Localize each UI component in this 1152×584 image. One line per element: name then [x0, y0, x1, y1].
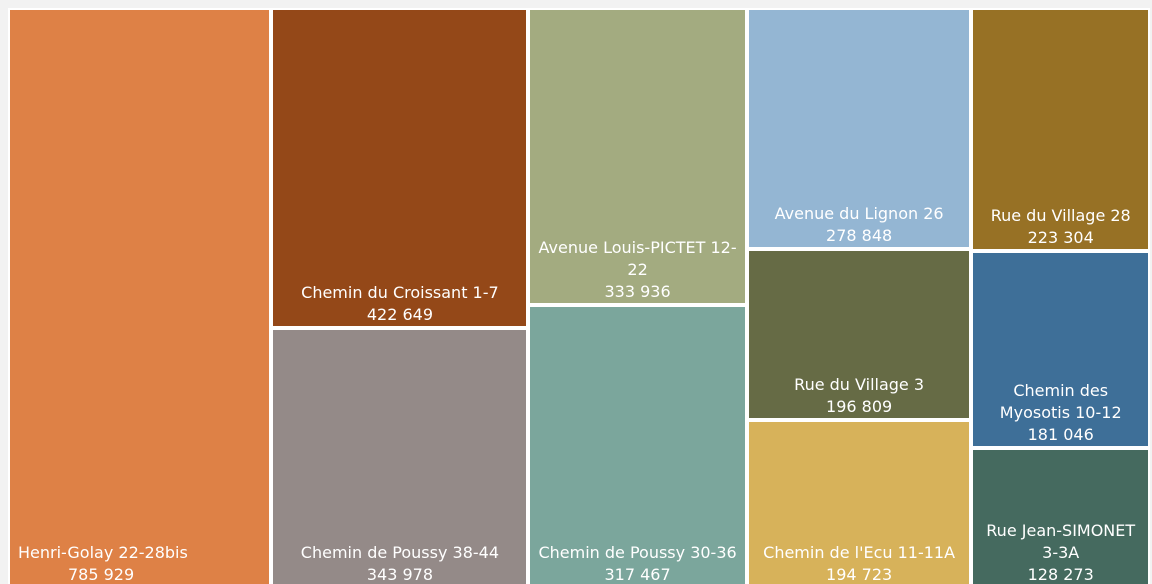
tile: Rue du Village 28 223 304: [971, 8, 1150, 252]
tile-value: 223 304: [1027, 228, 1094, 248]
tile-value: 194 723: [826, 564, 893, 584]
tile-label: Chemin de Poussy 38-44: [300, 542, 500, 562]
tile: Chemin de Poussy 38-44 343 978: [271, 327, 529, 584]
tile: Rue Jean-SIMONET 3-3A 128 273: [971, 448, 1150, 584]
tile-label: Chemin de l'Ecu 11-11A: [763, 542, 956, 562]
tile-value: 422 649: [366, 304, 433, 324]
tile-label: Avenue Louis-PICTET 12-22: [538, 238, 737, 280]
tile: Chemin des Myosotis 10-12 181 046: [971, 251, 1150, 449]
tile-value: 278 848: [826, 226, 893, 246]
tile-label: Rue du Village 28: [990, 206, 1131, 226]
tile-label: Chemin des Myosotis 10-12: [999, 381, 1122, 423]
tile: Rue du Village 3 196 809: [746, 249, 972, 420]
tile-value: 196 809: [826, 396, 893, 416]
tile-value: 333 936: [604, 282, 671, 302]
tile-value: 343 978: [366, 564, 433, 584]
tile: Chemin de l'Ecu 11-11A 194 723: [746, 419, 972, 584]
tile: Avenue Louis-PICTET 12-22 333 936: [528, 8, 747, 306]
tile-value: 181 046: [1027, 425, 1094, 445]
tile-label: Henri-Golay 22-28bis: [18, 543, 188, 562]
tile-label: Rue Jean-SIMONET 3-3A: [986, 520, 1136, 562]
tile-value: 785 929: [68, 565, 135, 584]
tile-label: Rue du Village 3: [794, 374, 925, 394]
tile-label: Chemin du Croissant 1-7: [301, 282, 499, 302]
tile: Avenue du Lignon 26 278 848: [746, 8, 972, 250]
tile: Henri-Golay 22-28bis 785 929: [8, 8, 272, 584]
tile-label: Avenue du Lignon 26: [774, 204, 944, 224]
tile: Chemin du Croissant 1-7 422 649: [271, 8, 529, 328]
tile: Chemin de Poussy 30-36 317 467: [528, 305, 747, 584]
tile-label: Chemin de Poussy 30-36: [538, 542, 737, 562]
tile-value: 128 273: [1027, 564, 1094, 584]
tile-value: 317 467: [604, 564, 671, 584]
